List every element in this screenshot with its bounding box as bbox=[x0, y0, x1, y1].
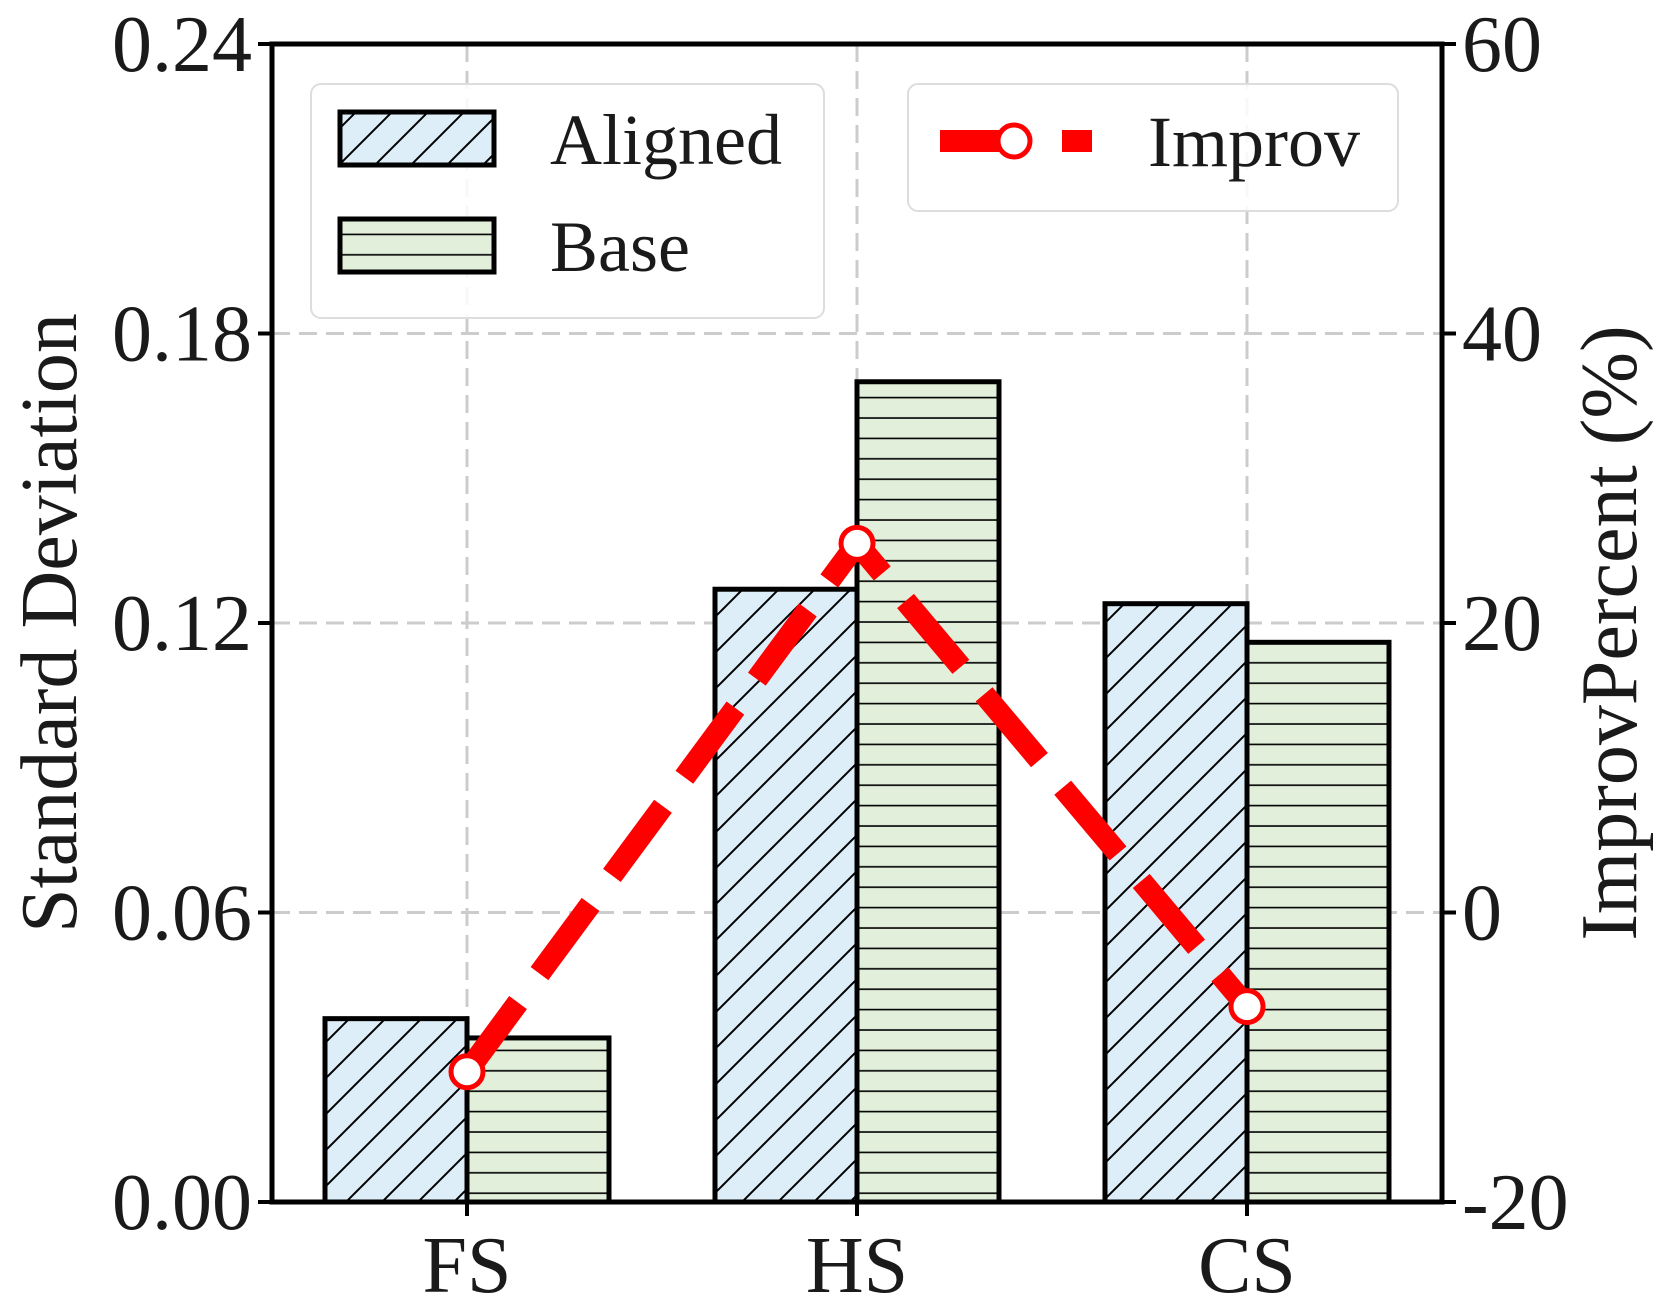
category-label-hs: HS bbox=[806, 1222, 908, 1310]
right-tick-label: 0 bbox=[1462, 870, 1502, 958]
improv-marker-fs bbox=[448, 1053, 486, 1091]
bar-hatch bbox=[857, 381, 999, 1202]
legend-box bbox=[907, 83, 1399, 212]
legend-swatch-outline bbox=[337, 109, 497, 168]
right-tick-label: 20 bbox=[1462, 580, 1542, 668]
improv-marker-hs bbox=[838, 524, 876, 562]
bar-aligned-fs bbox=[322, 1016, 470, 1205]
axes-layer bbox=[258, 41, 1456, 1216]
legend-layer: Aligned Base Improv bbox=[310, 83, 1399, 319]
legend-label: Improv bbox=[1148, 102, 1360, 182]
bar-base-cs bbox=[1244, 639, 1392, 1205]
legend-swatch-hatch bbox=[340, 112, 494, 165]
left-tick-label: 0.24 bbox=[112, 1, 252, 89]
right-tick-label: 40 bbox=[1462, 291, 1542, 379]
bar-hatch bbox=[1247, 642, 1389, 1202]
bar-hatch bbox=[1105, 603, 1247, 1202]
legend-swatch-hatch bbox=[340, 219, 494, 272]
bars-layer bbox=[322, 379, 1392, 1205]
bar-hatch bbox=[715, 589, 857, 1202]
right-tick-label: 60 bbox=[1462, 1, 1542, 89]
bar-aligned-cs bbox=[1102, 601, 1250, 1205]
legend-line: Improv bbox=[907, 83, 1399, 212]
bar-aligned-hs bbox=[712, 586, 860, 1205]
bar-hatch bbox=[467, 1037, 609, 1202]
category-label-fs: FS bbox=[423, 1222, 512, 1310]
improv-marker-cs bbox=[1228, 988, 1266, 1026]
legend-entry-base: Base bbox=[337, 207, 690, 287]
legend-label: Aligned bbox=[550, 100, 782, 180]
legend-entry-aligned: Aligned bbox=[337, 100, 782, 180]
improv-line-layer bbox=[448, 524, 1266, 1091]
bar-base-fs bbox=[464, 1035, 612, 1205]
bar-hatch bbox=[325, 1018, 467, 1202]
left-tick-label: 0.18 bbox=[112, 291, 252, 379]
left-tick-label: 0.00 bbox=[112, 1159, 252, 1247]
left-tick-label: 0.12 bbox=[112, 580, 252, 668]
legend-label: Base bbox=[550, 207, 690, 287]
category-label-cs: CS bbox=[1198, 1222, 1296, 1310]
right-axis-title: ImprovPercent (%) bbox=[1566, 325, 1654, 940]
legend-swatch-outline bbox=[337, 216, 497, 275]
left-axis-title: Standard Deviation bbox=[6, 313, 94, 933]
legend-marker-sample bbox=[995, 122, 1033, 160]
legend-bars: Aligned Base bbox=[310, 83, 825, 319]
right-tick-label: -20 bbox=[1462, 1159, 1569, 1247]
left-tick-label: 0.06 bbox=[112, 870, 252, 958]
labels-layer: 0.00 0.06 0.12 0.18 0.24 -20 0 20 40 60 FS HS CS Stan… bbox=[6, 1, 1654, 1310]
bar-base-hs bbox=[854, 379, 1002, 1205]
legend-entry-improv: Improv bbox=[940, 102, 1360, 182]
